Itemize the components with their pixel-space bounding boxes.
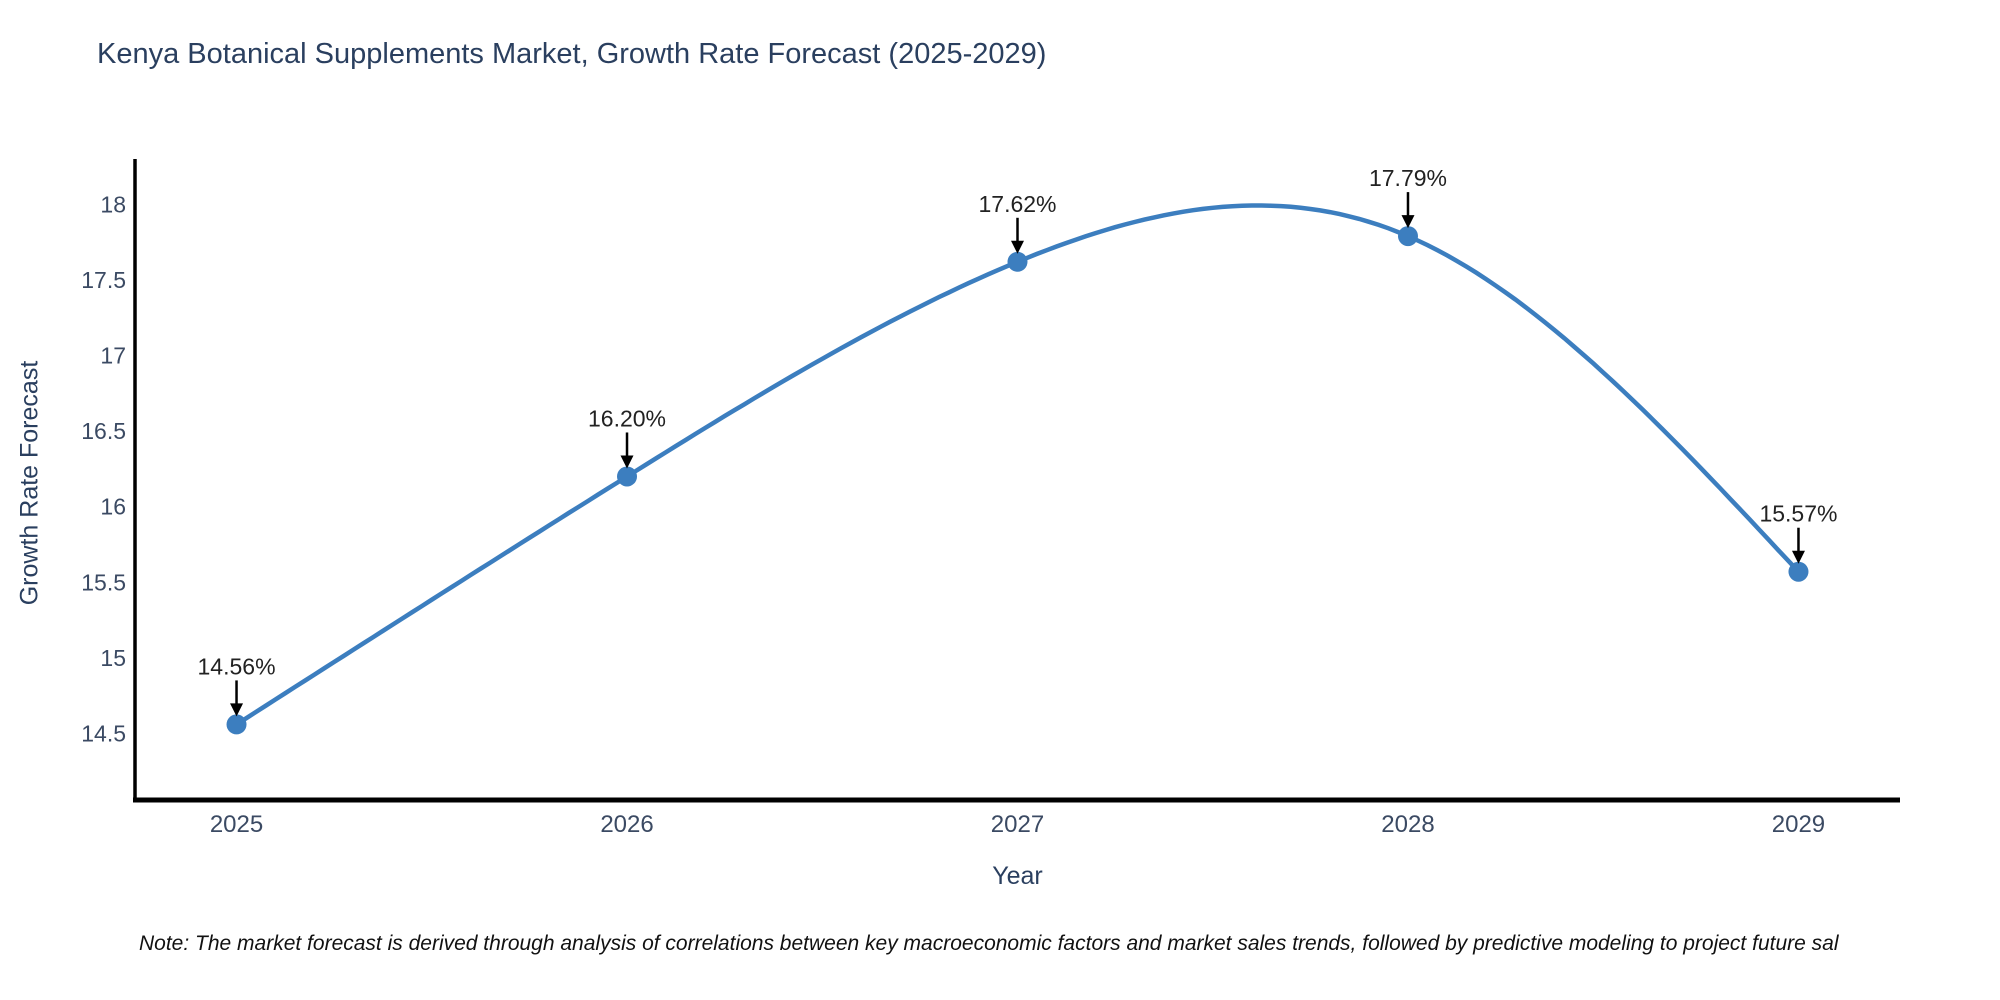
x-tick-label: 2027 bbox=[991, 811, 1044, 838]
x-tick-label: 2025 bbox=[210, 811, 263, 838]
footnote: Note: The market forecast is derived thr… bbox=[139, 932, 1839, 955]
data-point-2028 bbox=[1397, 226, 1418, 247]
point-annotation: 14.56% bbox=[198, 653, 276, 679]
data-point-2029 bbox=[1788, 561, 1809, 582]
data-point-2026 bbox=[617, 466, 638, 487]
y-tick-label: 18 bbox=[100, 191, 126, 217]
x-tick-label: 2029 bbox=[1772, 811, 1825, 838]
y-tick-label: 17 bbox=[100, 343, 126, 369]
point-annotation: 15.57% bbox=[1759, 501, 1837, 527]
chart-title: Kenya Botanical Supplements Market, Grow… bbox=[97, 38, 1047, 70]
annotation-arrowhead bbox=[230, 703, 244, 717]
point-annotation: 17.62% bbox=[978, 191, 1056, 217]
y-tick-label: 16.5 bbox=[81, 418, 126, 444]
y-tick-label: 17.5 bbox=[81, 267, 126, 293]
y-tick-label: 16 bbox=[100, 494, 126, 520]
x-tick-label: 2026 bbox=[600, 811, 653, 838]
y-tick-label: 15.5 bbox=[81, 569, 126, 595]
point-annotation: 16.20% bbox=[588, 405, 666, 431]
point-annotation: 17.79% bbox=[1369, 165, 1447, 191]
annotation-arrowhead bbox=[1011, 240, 1024, 254]
annotation-arrowhead bbox=[620, 455, 634, 469]
data-point-2025 bbox=[226, 714, 247, 735]
x-axis-title: Year bbox=[992, 862, 1043, 890]
trend-line bbox=[234, 203, 1801, 727]
x-tick-label: 2028 bbox=[1381, 811, 1434, 838]
y-tick-label: 15 bbox=[100, 645, 126, 671]
y-tick-label: 14.5 bbox=[81, 720, 126, 746]
annotation-arrowhead bbox=[1791, 550, 1805, 564]
data-point-2027 bbox=[1007, 251, 1028, 272]
annotation-arrowhead bbox=[1401, 215, 1415, 229]
